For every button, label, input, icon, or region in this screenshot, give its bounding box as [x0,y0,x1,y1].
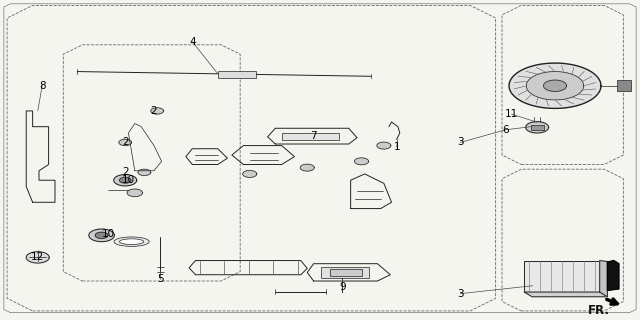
Polygon shape [119,139,132,146]
Ellipse shape [120,239,144,244]
Polygon shape [607,260,619,291]
Text: 10: 10 [122,175,135,185]
FancyBboxPatch shape [330,269,362,276]
Text: 10: 10 [101,229,115,239]
Text: FR.: FR. [588,304,610,317]
Text: 12: 12 [31,252,44,262]
FancyBboxPatch shape [531,125,543,130]
Text: 3: 3 [457,289,464,299]
Polygon shape [300,164,314,171]
FancyBboxPatch shape [524,260,600,292]
Text: 11: 11 [505,109,518,119]
Text: 9: 9 [339,282,346,292]
Polygon shape [243,171,257,177]
Polygon shape [377,142,391,149]
Polygon shape [526,72,584,100]
FancyBboxPatch shape [282,133,339,140]
Polygon shape [509,63,601,108]
Ellipse shape [114,237,149,246]
FancyBboxPatch shape [321,267,369,278]
Text: 6: 6 [502,125,509,135]
Polygon shape [543,80,566,92]
Text: 1: 1 [394,142,400,152]
Text: 2: 2 [122,167,129,177]
Polygon shape [127,189,143,196]
Polygon shape [524,292,607,297]
Polygon shape [600,260,607,297]
Text: 3: 3 [457,137,464,148]
Polygon shape [138,169,151,175]
Text: 2: 2 [122,137,129,148]
Polygon shape [355,158,369,165]
Polygon shape [525,122,548,133]
Text: 8: 8 [39,81,45,91]
Polygon shape [120,177,131,183]
Text: 7: 7 [310,131,317,141]
Polygon shape [95,232,108,238]
FancyBboxPatch shape [218,71,256,78]
Polygon shape [333,268,352,278]
Polygon shape [151,108,164,114]
Polygon shape [114,175,137,186]
Text: 5: 5 [157,275,164,284]
Polygon shape [89,229,115,242]
Polygon shape [26,252,49,263]
FancyBboxPatch shape [617,80,631,92]
Text: 2: 2 [150,106,157,116]
Text: 4: 4 [189,37,196,47]
